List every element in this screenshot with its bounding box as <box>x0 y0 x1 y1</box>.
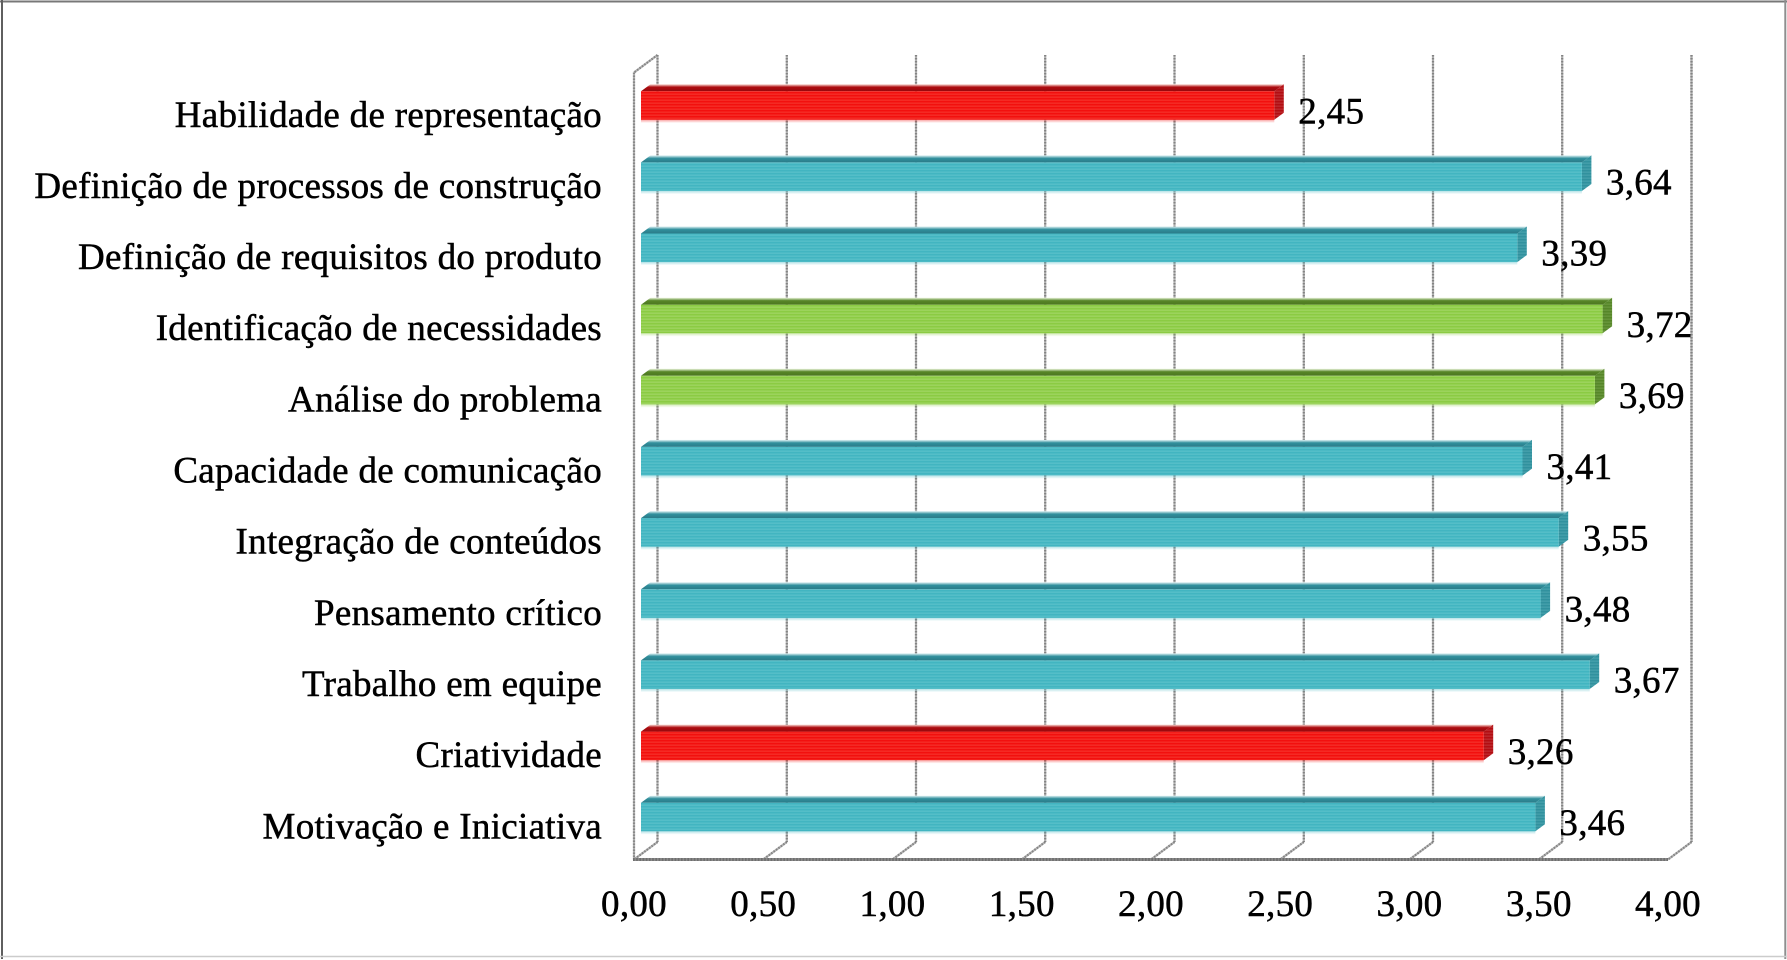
svg-text:Motivação e Iniciativa: Motivação e Iniciativa <box>263 806 602 847</box>
svg-text:Identificação de necessidades: Identificação de necessidades <box>156 308 602 349</box>
svg-text:Definição de requisitos do pro: Definição de requisitos do produto <box>78 237 602 278</box>
svg-text:3,50: 3,50 <box>1506 884 1572 925</box>
svg-text:3,72: 3,72 <box>1627 305 1693 346</box>
svg-text:0,00: 0,00 <box>601 884 667 925</box>
svg-text:Habilidade de representação: Habilidade de representação <box>175 95 602 136</box>
svg-text:1,50: 1,50 <box>989 884 1055 925</box>
svg-text:Definição de processos de cons: Definição de processos de construção <box>34 166 602 207</box>
svg-text:Análise do problema: Análise do problema <box>288 379 602 420</box>
svg-text:3,00: 3,00 <box>1377 884 1443 925</box>
svg-text:2,50: 2,50 <box>1247 884 1313 925</box>
svg-text:3,55: 3,55 <box>1583 518 1649 559</box>
svg-text:3,67: 3,67 <box>1614 661 1680 702</box>
svg-text:Trabalho em equipe: Trabalho em equipe <box>302 664 602 705</box>
svg-text:1,00: 1,00 <box>860 884 926 925</box>
svg-text:3,26: 3,26 <box>1508 732 1574 773</box>
svg-text:4,00: 4,00 <box>1635 884 1701 925</box>
svg-text:3,46: 3,46 <box>1559 803 1625 844</box>
svg-text:Integração de conteúdos: Integração de conteúdos <box>236 522 602 563</box>
svg-text:Capacidade de comunicação: Capacidade de comunicação <box>173 451 602 492</box>
svg-text:3,64: 3,64 <box>1606 163 1672 204</box>
svg-text:2,45: 2,45 <box>1298 91 1364 132</box>
svg-text:3,41: 3,41 <box>1547 447 1613 488</box>
svg-text:3,48: 3,48 <box>1565 590 1631 631</box>
svg-text:3,39: 3,39 <box>1541 234 1607 275</box>
svg-text:Criatividade: Criatividade <box>416 735 603 776</box>
svg-text:Pensamento crítico: Pensamento crítico <box>314 593 602 634</box>
svg-text:3,69: 3,69 <box>1619 376 1685 417</box>
svg-text:0,50: 0,50 <box>730 884 796 925</box>
svg-text:2,00: 2,00 <box>1118 884 1184 925</box>
